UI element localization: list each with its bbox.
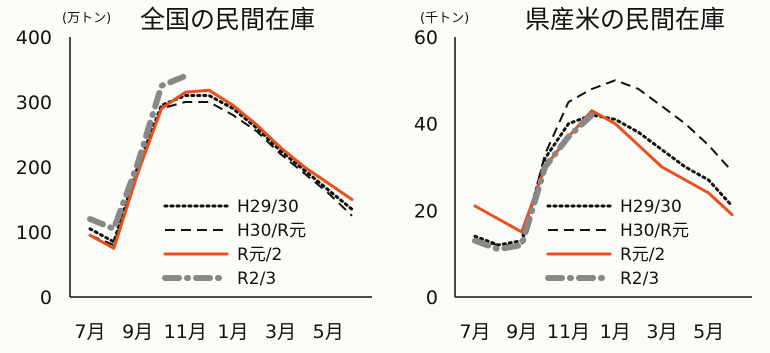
series-line-R2/3 — [87, 73, 189, 232]
x-tick-label: 3月 — [265, 321, 296, 343]
legend-label: R2/3 — [237, 269, 276, 289]
series-line-R元/2 — [88, 88, 354, 250]
y-tick-label: 300 — [16, 92, 52, 114]
x-tick-label: 1月 — [217, 321, 248, 343]
y-tick-label: 200 — [16, 157, 52, 179]
y-tick-label: 400 — [16, 27, 52, 49]
series-line-H29/30 — [473, 113, 734, 247]
x-tick-label: 9月 — [122, 321, 153, 343]
y-tick-label: 40 — [414, 114, 438, 136]
series-line-H30/R元 — [474, 79, 733, 246]
x-tick-label: 11月 — [547, 321, 590, 343]
x-tick-label: 7月 — [74, 321, 105, 343]
legend-label: R元/2 — [620, 245, 665, 265]
series-line-R2/3 — [472, 112, 595, 253]
legend-label: H29/30 — [620, 197, 682, 217]
y-unit-label: (千トン) — [420, 11, 469, 26]
chart-title: 全国の民間在庫 — [140, 5, 315, 34]
series-line-H30/R元 — [89, 101, 353, 246]
x-tick-label: 11月 — [164, 321, 207, 343]
y-tick-label: 0 — [40, 287, 52, 309]
x-tick-label: 5月 — [693, 321, 724, 343]
legend-label: H29/30 — [237, 197, 299, 217]
y-tick-label: 20 — [414, 200, 438, 222]
x-tick-label: 1月 — [600, 321, 631, 343]
y-tick-label: 0 — [426, 287, 438, 309]
series-line-R元/2 — [473, 109, 734, 234]
legend-label: H30/R元 — [237, 221, 306, 241]
y-unit-label: (万トン) — [62, 11, 111, 26]
legend-label: R元/2 — [237, 245, 282, 265]
x-tick-label: 3月 — [646, 321, 677, 343]
x-tick-label: 9月 — [506, 321, 537, 343]
legend-label: H30/R元 — [620, 221, 689, 241]
x-tick-label: 7月 — [459, 321, 490, 343]
legend-label: R2/3 — [620, 269, 659, 289]
x-tick-label: 5月 — [313, 321, 344, 343]
series-line-H29/30 — [88, 94, 354, 244]
y-tick-label: 60 — [414, 27, 438, 49]
chart-title: 県産米の民間在庫 — [525, 5, 725, 34]
y-tick-label: 100 — [16, 222, 52, 244]
